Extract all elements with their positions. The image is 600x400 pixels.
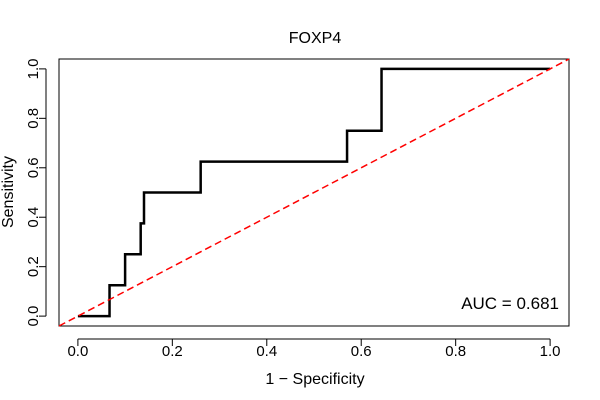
- y-axis: 0.0 0.2 0.4 0.6 0.8 1.0: [25, 58, 47, 327]
- y-tick-label: 0.4: [25, 207, 42, 228]
- y-tick-label: 0.0: [25, 306, 42, 327]
- x-tick-label: 0.2: [162, 343, 183, 360]
- x-tick-label: 0.0: [67, 343, 88, 360]
- x-axis: 0.0 0.2 0.4 0.6 0.8 1.0: [67, 338, 561, 360]
- x-tick-label: 0.6: [351, 343, 372, 360]
- x-tick-label: 0.8: [445, 343, 466, 360]
- y-tick-label: 1.0: [25, 58, 42, 79]
- x-tick-label: 0.4: [256, 343, 277, 360]
- y-axis-title: Sensitivity: [0, 156, 17, 228]
- series-layer: [58, 58, 570, 327]
- y-tick-label: 0.6: [25, 157, 42, 178]
- auc-annotation: AUC = 0.681: [461, 294, 559, 313]
- reference-diagonal-line: [58, 58, 570, 327]
- x-tick-label: 1.0: [540, 343, 561, 360]
- y-tick-label: 0.8: [25, 108, 42, 129]
- plot-frame: [58, 58, 570, 327]
- roc-curve: [77, 67, 551, 318]
- x-axis-title: 1 − Specificity: [265, 371, 364, 388]
- chart-title: FOXP4: [289, 30, 342, 47]
- y-tick-label: 0.2: [25, 256, 42, 277]
